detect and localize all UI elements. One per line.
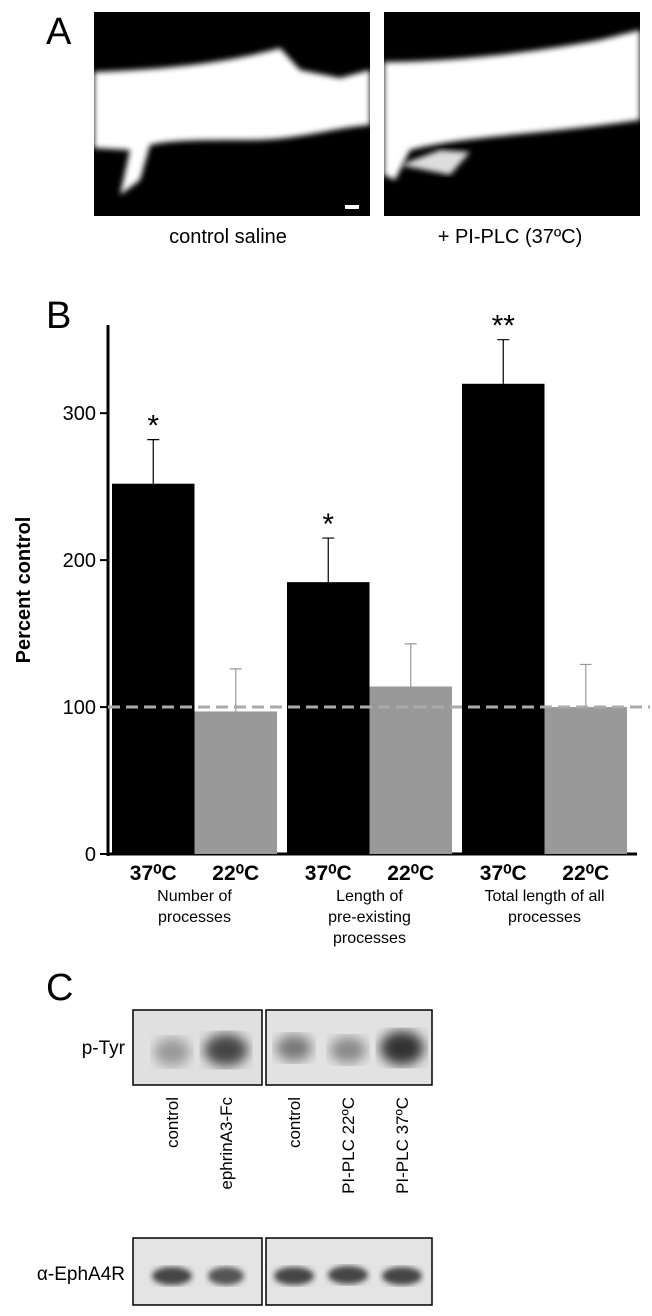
lane-labels: control ephrinA3-Fc control PI-PLC 22ºC PI-P… — [163, 1097, 412, 1194]
lane-label: control — [163, 1097, 182, 1148]
bar — [369, 686, 452, 854]
panel-label: C — [46, 967, 73, 1009]
group-label: processes — [333, 930, 406, 947]
group-label: Total length of all — [484, 888, 604, 905]
micrograph — [384, 12, 640, 216]
bar — [112, 483, 195, 854]
lane-label: PI-PLC 37ºC — [393, 1097, 412, 1194]
bar-label: 37⁰C — [305, 862, 352, 885]
bar — [544, 707, 627, 854]
caption: control saline — [169, 226, 287, 248]
y-tick-label: 300 — [63, 403, 96, 425]
bar-label: 37⁰C — [130, 862, 177, 885]
group-label: processes — [508, 909, 581, 926]
y-tick-label: 200 — [63, 550, 96, 572]
group-label: Length of — [336, 888, 403, 905]
bar — [287, 582, 370, 854]
significance-marker: ** — [492, 310, 516, 343]
group-label: Number of — [157, 888, 232, 905]
error-bar — [579, 663, 592, 708]
error-bar — [147, 439, 160, 484]
bar — [194, 711, 277, 854]
error-bar — [229, 668, 242, 712]
lane-label: ephrinA3-Fc — [217, 1097, 236, 1190]
group-label: pre-existing — [328, 909, 411, 926]
micrograph — [94, 12, 370, 216]
blot — [132, 1009, 433, 1306]
panel-label: A — [46, 11, 72, 53]
error-bar — [322, 537, 335, 583]
significance-marker: * — [322, 508, 334, 541]
row-label: α-EphA4R — [37, 1264, 125, 1285]
caption: + PI-PLC (37ºC) — [438, 226, 583, 248]
lane-label: PI-PLC 22ºC — [339, 1097, 358, 1194]
group-label: processes — [158, 909, 231, 926]
panel-label: B — [46, 295, 71, 337]
bar-label: 37⁰C — [480, 862, 527, 885]
bar — [462, 383, 545, 854]
row-label: p-Tyr — [82, 1038, 126, 1059]
error-bar — [497, 339, 510, 384]
lane-label: control — [285, 1097, 304, 1148]
significance-marker: * — [147, 410, 159, 443]
y-tick-label: 100 — [63, 697, 96, 719]
bar-label: 22⁰C — [387, 862, 434, 885]
bar-chart: 0 100 200 300 37⁰C * 22⁰C Number of processes 37⁰… — [63, 310, 650, 947]
bar-label: 22⁰C — [212, 862, 259, 885]
y-tick-label: 0 — [85, 844, 96, 866]
error-bar — [404, 643, 417, 687]
bar-label: 22⁰C — [562, 862, 609, 885]
y-axis-label: Percent control — [13, 517, 35, 664]
